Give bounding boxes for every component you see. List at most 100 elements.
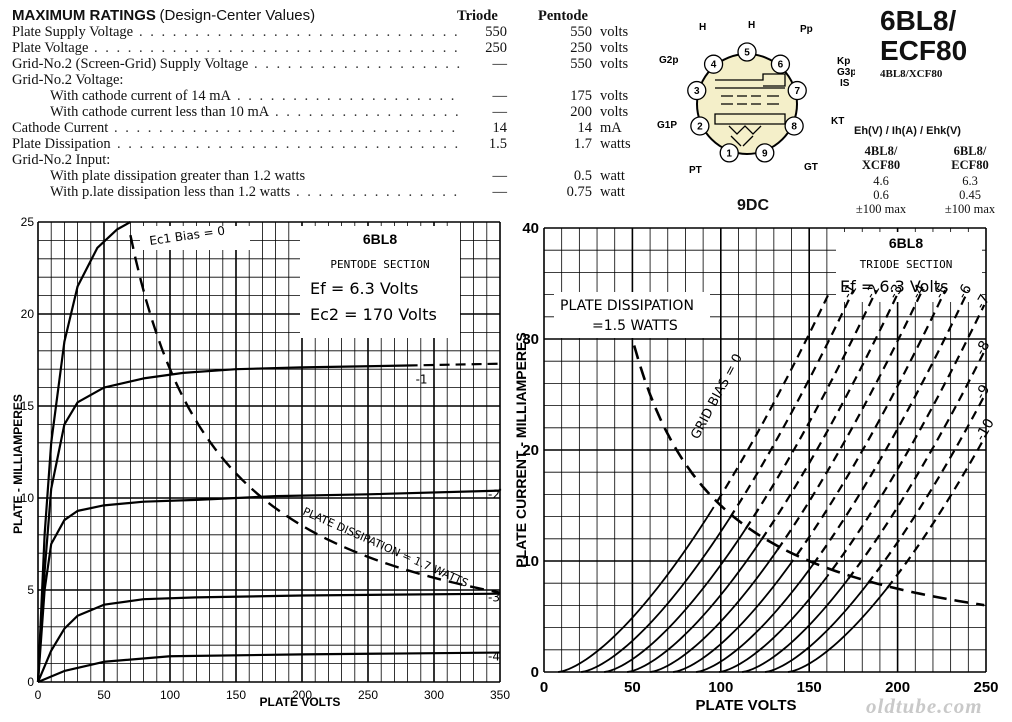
rating-row: With cathode current less than 10 mA . . … xyxy=(12,104,637,120)
y-tick-label: 15 xyxy=(21,399,35,413)
ratings-heading-suffix: (Design-Center Values) xyxy=(159,7,316,24)
tube-title-block: 6BL8/ ECF80 4BL8/XCF80 xyxy=(880,6,1010,81)
pin-label-kp: Kp xyxy=(837,56,850,67)
pin-label-h5: H xyxy=(748,20,755,31)
rating-row: Plate Dissipation . . . . . . . . . . . .… xyxy=(12,136,637,152)
triode-curve-label: -1 xyxy=(840,282,861,302)
triode-curve-8-solid xyxy=(741,578,849,673)
rating-triode: 550 xyxy=(485,24,507,40)
triode-curve-10-solid xyxy=(787,587,888,673)
x-tick-label: 100 xyxy=(708,679,733,696)
chart-title: 6BL8 xyxy=(889,235,923,251)
y-tick-label: 0 xyxy=(27,675,34,689)
x-tick-label: 50 xyxy=(624,679,641,696)
rating-label: Plate Dissipation xyxy=(12,136,111,152)
pin-label-kt: KT xyxy=(831,116,844,127)
rating-unit: watts xyxy=(600,136,631,152)
pin-4-number: 4 xyxy=(711,60,717,71)
pentode-chart: 0 50 100 150 200 250 300 350 0 5 10 15 20 25 PLATE VOL… xyxy=(11,215,510,709)
x-tick-label: 300 xyxy=(424,688,444,702)
pin-2-circle xyxy=(690,116,710,136)
annotation-ec2: Ec2 = 170 Volts xyxy=(310,305,437,324)
dissipation-label-box xyxy=(554,292,710,338)
rating-label: Grid-No.2 (Screen-Grid) Supply Voltage xyxy=(12,56,249,72)
pin-8-circle xyxy=(784,116,804,136)
x-tick-label: 200 xyxy=(885,679,910,696)
triode-curve-6-dashed xyxy=(811,289,970,566)
annotation-ef: Ef = 6.3 Volts xyxy=(840,277,948,296)
rating-unit: volts xyxy=(600,56,629,72)
rating-pentode: 1.7 xyxy=(573,136,592,152)
pin-2-number: 2 xyxy=(697,121,703,132)
leader-dots: . . . . . . . . . . . . . . . . . . . . … xyxy=(237,88,460,104)
triode-curve-5-solid xyxy=(672,559,795,673)
curve-label: -2 xyxy=(488,488,500,502)
annotation-box xyxy=(300,226,460,338)
pin-6-circle xyxy=(770,54,791,74)
triode-curve-1-solid xyxy=(580,517,731,673)
rating-pentode: 250 xyxy=(570,40,592,56)
rating-label: Grid-No.2 Input: xyxy=(12,152,111,168)
tube-title: 6BL8/ ECF80 xyxy=(880,6,1010,66)
pin-6-number: 6 xyxy=(778,60,784,71)
rating-triode: 250 xyxy=(485,40,507,56)
rating-triode: — xyxy=(492,56,508,72)
rating-label: Cathode Current xyxy=(12,120,109,136)
leader-dots: . . . . . . . . . . . . . . . . . . . . … xyxy=(139,24,460,40)
y-tick-label: 5 xyxy=(27,583,34,597)
curve-4 xyxy=(37,651,501,684)
rating-triode: — xyxy=(492,88,508,104)
bias-label: GRID BIAS = 0 xyxy=(688,351,746,441)
rating-label: Grid-No.2 Voltage: xyxy=(12,72,124,88)
x-tick-label: 50 xyxy=(97,688,111,702)
pin-1-number: 1 xyxy=(726,148,732,159)
rating-pentode: 550 xyxy=(570,56,592,72)
tube-subtitle: 4BL8/XCF80 xyxy=(880,68,943,80)
x-tick-label: 350 xyxy=(490,688,510,702)
triode-curve-4-dashed xyxy=(776,289,924,551)
x-tick-label: 250 xyxy=(358,688,378,702)
triode-curve-label: -2 xyxy=(863,282,884,302)
heater-col1-head-b: XCF80 xyxy=(861,158,901,172)
triode-curve-8-dashed xyxy=(847,347,987,580)
pin-label-g2p: G2p xyxy=(659,55,678,66)
heater-c2: 6.3 xyxy=(962,174,978,188)
x-axis-label: PLATE VOLTS xyxy=(695,697,796,714)
y-axis-label: PLATE CURRENT - MILLIAMPERES xyxy=(513,332,529,567)
dissipation-label-line2: =1.5 WATTS xyxy=(592,318,678,334)
chart-title: 6BL8 xyxy=(363,231,397,247)
triode-curve-1-dashed xyxy=(728,289,855,519)
maximum-ratings-table: MAXIMUM RATINGS (Design-Center Values) T… xyxy=(12,8,637,208)
annotation-box xyxy=(836,232,982,302)
triode-curve-0-dashed xyxy=(716,289,832,502)
rating-unit: watt xyxy=(600,168,625,184)
rating-row: With cathode current of 14 mA . . . . . .… xyxy=(12,88,637,104)
heater-row: 4.6 6.3 xyxy=(842,174,1012,188)
curve-0 xyxy=(36,221,131,683)
rating-triode: — xyxy=(492,104,508,120)
y-tick-label: 0 xyxy=(531,664,539,681)
watermark: oldtube.com xyxy=(866,694,983,718)
y-tick-label: 40 xyxy=(522,220,539,237)
rating-row: Plate Supply Voltage . . . . . . . . . . … xyxy=(12,24,637,40)
pin-label-gt: GT xyxy=(804,162,818,173)
dissipation-curve xyxy=(129,234,501,594)
dissipation-label: PLATE DISSIPATION = 1.7 WATTS xyxy=(301,505,470,590)
pin-label-pp: Pp xyxy=(800,24,813,35)
heater-c1: 0.6 xyxy=(873,188,889,202)
rating-label: Plate Voltage xyxy=(12,40,89,56)
rating-unit: watt xyxy=(600,184,625,200)
rating-row: With plate dissipation greater than 1.2 … xyxy=(12,168,637,184)
dissipation-label-line1: PLATE DISSIPATION xyxy=(560,298,694,314)
triode-curve-7-dashed xyxy=(831,304,986,571)
rating-unit: volts xyxy=(600,40,629,56)
triode-curve-5-dashed xyxy=(795,289,947,556)
curve-label: -4 xyxy=(488,650,500,664)
rating-row: Grid-No.2 Voltage: xyxy=(12,72,637,88)
rating-triode: 14 xyxy=(492,120,508,136)
heater-col2-head-b: ECF80 xyxy=(951,158,989,172)
pin-8-number: 8 xyxy=(791,121,797,132)
leader-dots: . . . . . . . . . . . . . . . . . . . . … xyxy=(254,56,460,72)
heater-col1-head-a: 4BL8/ xyxy=(864,144,898,158)
chart-subtitle: PENTODE SECTION xyxy=(330,258,429,271)
